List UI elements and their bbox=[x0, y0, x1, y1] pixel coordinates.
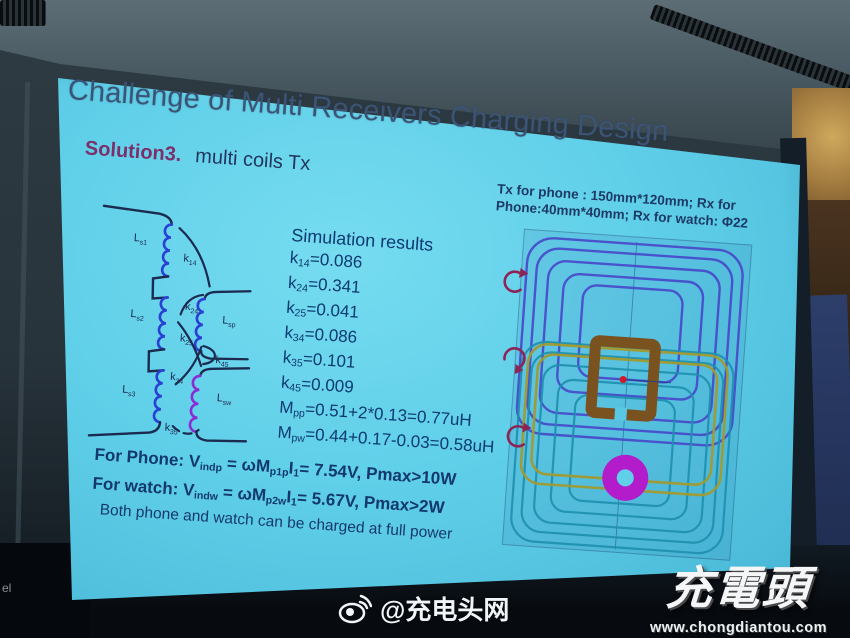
primary-wire-jog2 bbox=[147, 348, 166, 373]
watch-rx-coil bbox=[602, 454, 649, 501]
label-Lsp: Lsp bbox=[222, 314, 237, 329]
solution-text: multi coils Tx bbox=[194, 145, 312, 176]
center-marker-dot bbox=[619, 375, 627, 383]
tx-coil-blue bbox=[515, 237, 744, 447]
label-k34: k34 bbox=[170, 371, 184, 386]
solution-label: Solution3. bbox=[84, 137, 183, 167]
coupling-k24-arc bbox=[179, 293, 205, 316]
primary-wire bbox=[102, 204, 174, 226]
coupling-k35-arc bbox=[171, 425, 200, 435]
coil-Lsp bbox=[193, 297, 207, 353]
phone-rx-lead-bottom bbox=[199, 349, 249, 361]
label-k45: k45 bbox=[215, 354, 229, 369]
label-k35: k35 bbox=[164, 422, 178, 437]
rotate-arrow-icon bbox=[503, 347, 526, 375]
weibo-icon bbox=[338, 594, 372, 623]
watch-rx-lead-top bbox=[199, 367, 251, 378]
label-Ls3: Ls3 bbox=[122, 384, 137, 399]
coil-Lsw bbox=[188, 374, 202, 434]
weibo-watermark: @充电头网 bbox=[338, 590, 509, 627]
label-Ls1: Ls1 bbox=[133, 232, 148, 247]
primary-wire-bottom bbox=[87, 421, 162, 437]
circuit-diagram: Ls1 Ls2 Ls3 Lsp Lsw k14 k24 k25 k45 k34 … bbox=[87, 204, 252, 443]
primary-wire-jog1 bbox=[151, 275, 170, 300]
coupling-k14-arc bbox=[178, 227, 211, 288]
simulation-results: Simulation results k14=0.086 k24=0.341 k… bbox=[277, 225, 509, 463]
rotate-arrow-icon bbox=[503, 268, 529, 293]
chongdiantou-logo: 充電頭 www.chongdiantou.com bbox=[631, 552, 846, 636]
coil-Ls3 bbox=[152, 369, 165, 424]
phone-rx-lead-top bbox=[203, 290, 252, 301]
label-Lsw: Lsw bbox=[216, 392, 233, 407]
slide-content: Challenge of Multi Receivers Charging De… bbox=[3, 60, 786, 636]
phone-rx-coil bbox=[585, 335, 661, 422]
coupling-k25-arc bbox=[176, 321, 203, 368]
center-marker-line bbox=[625, 379, 672, 384]
label-Ls2: Ls2 bbox=[130, 308, 145, 323]
laptop-label: el bbox=[2, 581, 12, 595]
coil-Ls2 bbox=[156, 296, 170, 351]
weibo-handle: @充电头网 bbox=[380, 595, 510, 625]
coil-layout-diagram bbox=[501, 228, 753, 561]
label-k24: k24 bbox=[185, 301, 199, 316]
phone-coil-gap bbox=[614, 406, 628, 421]
coil-size-note: Tx for phone : 150mm*120mm; Rx for Phone… bbox=[495, 180, 749, 232]
logo-chinese-text: 充電頭 bbox=[664, 562, 813, 614]
watch-rx-lead-bottom bbox=[195, 430, 248, 443]
label-k25: k25 bbox=[179, 332, 193, 347]
slide-subtitle: Solution3. multi coils Tx bbox=[84, 137, 311, 176]
rotate-arrow-icon bbox=[506, 422, 532, 448]
logo-url-text: www.chongdiantou.com bbox=[649, 620, 827, 636]
ceiling-vent-left bbox=[0, 0, 46, 26]
coupling-k34-arc bbox=[174, 345, 203, 386]
coil-Ls1 bbox=[160, 223, 174, 278]
label-k14: k14 bbox=[183, 253, 197, 268]
coupling-k45-arc bbox=[202, 344, 216, 366]
